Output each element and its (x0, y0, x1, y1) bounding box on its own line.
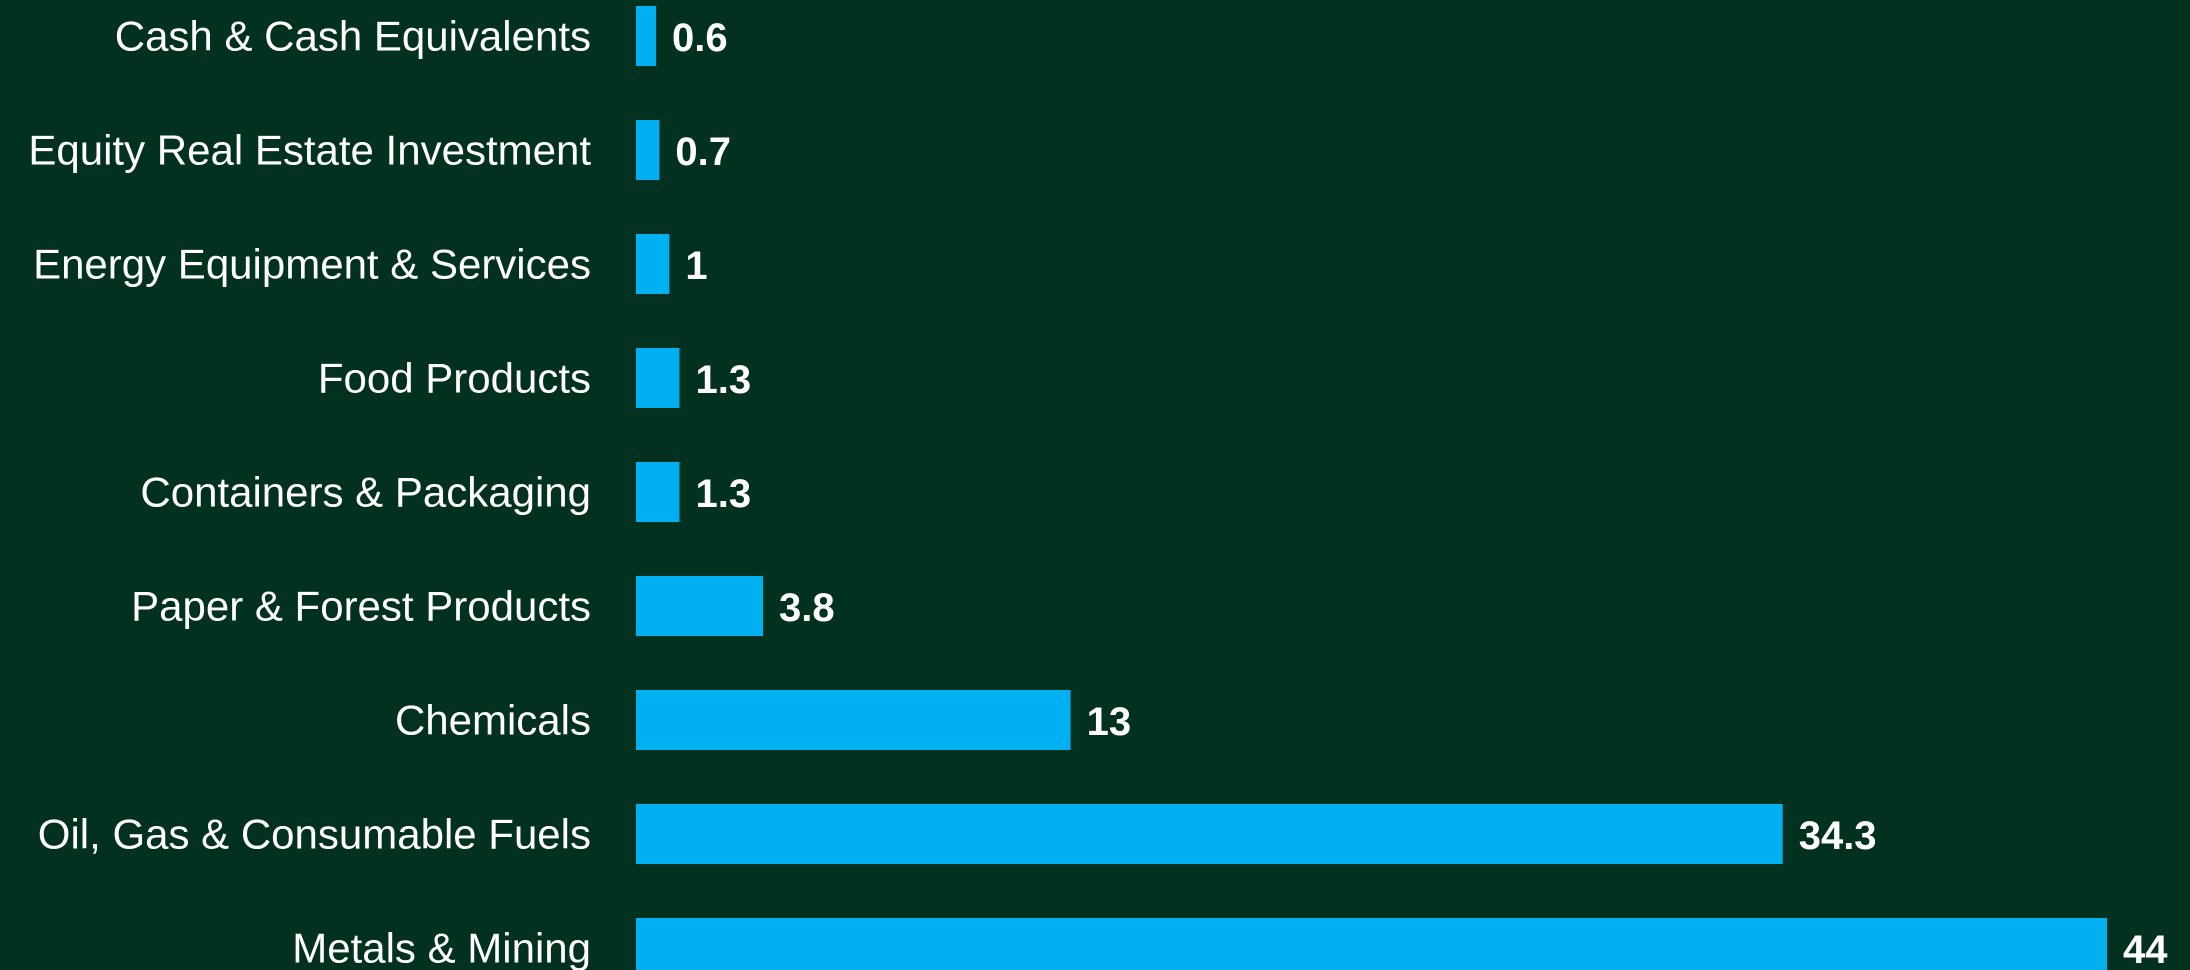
bar-oil-gas-consumable-fuels (636, 804, 1783, 864)
category-label-containers-packaging: Containers & Packaging (140, 469, 591, 516)
value-labels: 0.6 0.7 1 1.3 1.3 3.8 13 34.3 44 (672, 16, 2168, 970)
bars-layer (636, 6, 2107, 970)
value-label-oil-gas-consumable-fuels: 34.3 (1799, 814, 1877, 858)
category-label-metals-mining: Metals & Mining (292, 925, 591, 970)
bar-food-products (636, 348, 680, 408)
category-label-oil-gas-consumable-fuels: Oil, Gas & Consumable Fuels (38, 811, 591, 858)
value-label-metals-mining: 44 (2123, 928, 2168, 970)
bar-equity-real-estate-investment (636, 120, 660, 180)
category-label-cash-cash-equivalents: Cash & Cash Equivalents (115, 13, 591, 60)
bar-cash-cash-equivalents (636, 6, 657, 66)
value-label-equity-real-estate-investment: 0.7 (675, 130, 731, 174)
category-labels: Cash & Cash Equivalents Equity Real Estat… (28, 13, 591, 970)
bar-energy-equipment-services (636, 234, 670, 294)
category-label-food-products: Food Products (318, 355, 591, 402)
bar-containers-packaging (636, 462, 680, 522)
value-label-containers-packaging: 1.3 (695, 472, 751, 516)
category-label-chemicals: Chemicals (395, 697, 591, 744)
bar-chemicals (636, 690, 1071, 750)
category-label-equity-real-estate-investment: Equity Real Estate Investment (28, 127, 591, 174)
value-label-paper-forest-products: 3.8 (779, 586, 835, 630)
bar-metals-mining (636, 918, 2107, 970)
category-label-energy-equipment-services: Energy Equipment & Services (33, 241, 591, 288)
bar-paper-forest-products (636, 576, 764, 636)
category-label-paper-forest-products: Paper & Forest Products (131, 583, 591, 630)
value-label-energy-equipment-services: 1 (685, 244, 707, 288)
value-label-chemicals: 13 (1087, 700, 1132, 744)
value-label-cash-cash-equivalents: 0.6 (672, 16, 728, 60)
value-label-food-products: 1.3 (695, 358, 751, 402)
